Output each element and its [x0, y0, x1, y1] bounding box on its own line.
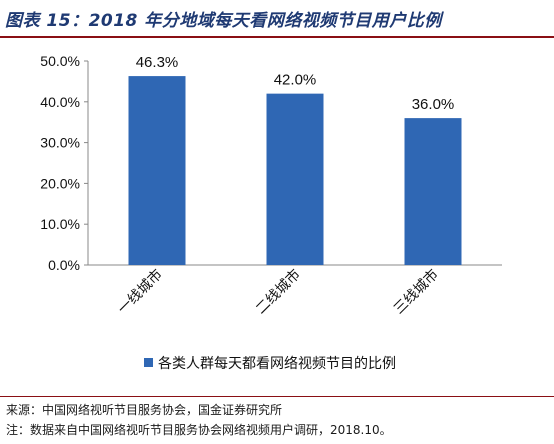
- footer-rule: [0, 396, 554, 397]
- bar: [128, 76, 186, 265]
- data-label: 42.0%: [274, 72, 317, 89]
- y-tick-label: 0.0%: [48, 257, 80, 273]
- bar-layer: [128, 76, 462, 266]
- bar-chart: 0.0% 10.0% 20.0% 30.0% 40.0% 50.0% 46.3% 一线城市 4…: [40, 53, 502, 372]
- category-label: 二线城市: [252, 266, 304, 318]
- category-label: 三线城市: [390, 266, 442, 318]
- y-tick-label: 10.0%: [40, 216, 80, 232]
- legend-layer: 各类人群每天都看网络视频节目的比例: [144, 356, 396, 372]
- y-tick-label: 40.0%: [40, 94, 80, 110]
- title-rule: [0, 36, 554, 38]
- y-tick-label: 20.0%: [40, 175, 80, 191]
- y-tick-label: 50.0%: [40, 53, 80, 69]
- data-label: 36.0%: [412, 96, 455, 113]
- bar: [404, 118, 462, 266]
- data-label: 46.3%: [136, 54, 179, 71]
- bar: [266, 93, 324, 265]
- source-note: 来源：中国网络视听节目服务协会，国金证券研究所: [6, 403, 283, 417]
- legend-label: 各类人群每天都看网络视频节目的比例: [158, 356, 396, 372]
- category-label: 一线城市: [114, 266, 166, 318]
- figure-title: 图表 15：2018 年分地域每天看网络视频节目用户比例: [5, 11, 442, 31]
- footnote: 注：数据来自中国网络视听节目服务协会网络视频用户调研，2018.10。: [6, 423, 392, 437]
- legend-swatch: [144, 358, 153, 367]
- y-tick-label: 30.0%: [40, 135, 80, 151]
